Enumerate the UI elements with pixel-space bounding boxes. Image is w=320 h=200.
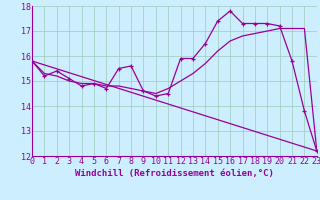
X-axis label: Windchill (Refroidissement éolien,°C): Windchill (Refroidissement éolien,°C) <box>75 169 274 178</box>
